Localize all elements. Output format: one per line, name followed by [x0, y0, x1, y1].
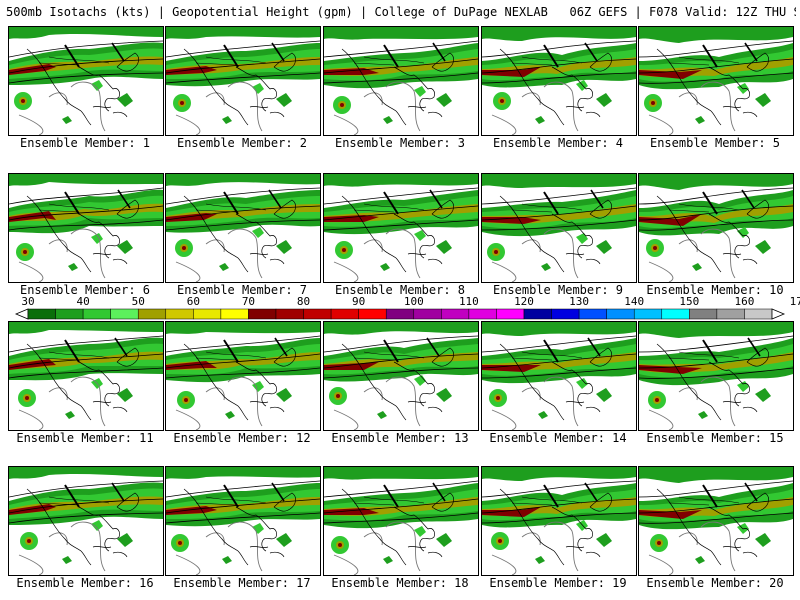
ensemble-member-label: Ensemble Member: 12 — [173, 431, 311, 445]
ensemble-map-panel — [638, 466, 794, 576]
ensemble-map-panel — [481, 173, 637, 283]
ensemble-member-label: Ensemble Member: 2 — [176, 136, 308, 150]
colorbar-swatch — [27, 308, 56, 320]
colorbar-swatch — [578, 308, 607, 320]
isotach-colorbar: 30 40 50 60 70 80 90 100 110 120 130 140 150 160 170 — [0, 296, 800, 320]
ensemble-map-panel — [165, 26, 321, 136]
colorbar-tick-label: 160 — [734, 295, 755, 308]
colorbar-swatch — [606, 308, 635, 320]
ensemble-map-panel — [323, 466, 479, 576]
colorbar-swatch — [248, 308, 277, 320]
ensemble-map-panel — [638, 321, 794, 431]
page-title: 500mb Isotachs (kts) | Geopotential Heig… — [6, 5, 796, 19]
colorbar-swatch — [55, 308, 84, 320]
ensemble-member-label: Ensemble Member: 14 — [489, 431, 627, 445]
ensemble-map-panel — [323, 321, 479, 431]
colorbar-swatch — [358, 308, 387, 320]
ensemble-map-panel — [638, 173, 794, 283]
ensemble-map-panel — [323, 26, 479, 136]
colorbar-swatch — [137, 308, 167, 320]
colorbar-tick-label: 140 — [624, 295, 645, 308]
colorbar-tick-label: 30 — [21, 295, 35, 308]
colorbar-tick-label: 100 — [403, 295, 424, 308]
colorbar-tick-label: 110 — [458, 295, 479, 308]
colorbar-swatch — [496, 308, 525, 320]
colorbar-swatch — [275, 308, 304, 320]
ensemble-map-panel — [481, 26, 637, 136]
colorbar-tick-label: 60 — [186, 295, 200, 308]
ensemble-member-label: Ensemble Member: 11 — [16, 431, 154, 445]
colorbar-swatch — [110, 308, 139, 320]
ensemble-member-label: Ensemble Member: 3 — [334, 136, 466, 150]
colorbar-tick-label: 70 — [241, 295, 256, 308]
colorbar-swatch — [165, 308, 194, 320]
ensemble-map-panel — [481, 321, 637, 431]
ensemble-map-panel — [8, 173, 164, 283]
colorbar-swatch — [303, 308, 332, 320]
colorbar-swatch — [551, 308, 580, 320]
ensemble-member-label: Ensemble Member: 7 — [176, 283, 308, 297]
colorbar-tick-label: 120 — [514, 295, 534, 308]
ensemble-map-panel — [8, 466, 164, 576]
colorbar-swatch — [82, 308, 111, 320]
colorbar-swatch — [661, 308, 690, 320]
colorbar-tick-label: 130 — [569, 295, 590, 308]
ensemble-member-label: Ensemble Member: 15 — [646, 431, 784, 445]
ensemble-member-label: Ensemble Member: 19 — [489, 576, 627, 590]
colorbar-tick-label: 80 — [296, 295, 311, 308]
ensemble-map-panel — [8, 321, 164, 431]
ensemble-member-label: Ensemble Member: 1 — [19, 136, 151, 150]
ensemble-member-label: Ensemble Member: 13 — [331, 431, 469, 445]
colorbar-swatch — [413, 308, 442, 320]
ensemble-map-panel — [638, 26, 794, 136]
colorbar-swatch — [689, 308, 718, 320]
ensemble-member-label: Ensemble Member: 4 — [492, 136, 624, 150]
ensemble-map-panel — [323, 173, 479, 283]
ensemble-member-label: Ensemble Member: 8 — [334, 283, 466, 297]
ensemble-map-panel — [481, 466, 637, 576]
ensemble-member-label: Ensemble Member: 6 — [19, 283, 151, 297]
colorbar-tick-label: 90 — [352, 295, 366, 308]
ensemble-member-label: Ensemble Member: 10 — [646, 283, 784, 297]
colorbar-tick-label: 40 — [76, 295, 90, 308]
colorbar-swatch — [385, 308, 415, 320]
ensemble-member-label: Ensemble Member: 5 — [649, 136, 781, 150]
colorbar-tick-label: 170 — [789, 295, 800, 308]
ensemble-member-label: Ensemble Member: 17 — [173, 576, 311, 590]
ensemble-map-panel — [8, 26, 164, 136]
ensemble-member-label: Ensemble Member: 16 — [16, 576, 154, 590]
ensemble-map-panel — [165, 173, 321, 283]
colorbar-swatch — [633, 308, 663, 320]
colorbar-tick-label: 50 — [131, 295, 145, 308]
colorbar-swatch — [441, 308, 470, 320]
colorbar-swatch — [744, 308, 773, 320]
ensemble-member-label: Ensemble Member: 20 — [646, 576, 784, 590]
colorbar-swatch — [468, 308, 497, 320]
colorbar-swatch — [523, 308, 552, 320]
colorbar-swatch — [716, 308, 745, 320]
colorbar-tick-label: 150 — [679, 295, 700, 308]
ensemble-member-label: Ensemble Member: 18 — [331, 576, 469, 590]
ensemble-map-panel — [165, 466, 321, 576]
colorbar-swatch — [193, 308, 222, 320]
ensemble-member-label: Ensemble Member: 9 — [492, 283, 624, 297]
colorbar-swatch — [330, 308, 359, 320]
colorbar-swatch — [220, 308, 249, 320]
ensemble-map-panel — [165, 321, 321, 431]
